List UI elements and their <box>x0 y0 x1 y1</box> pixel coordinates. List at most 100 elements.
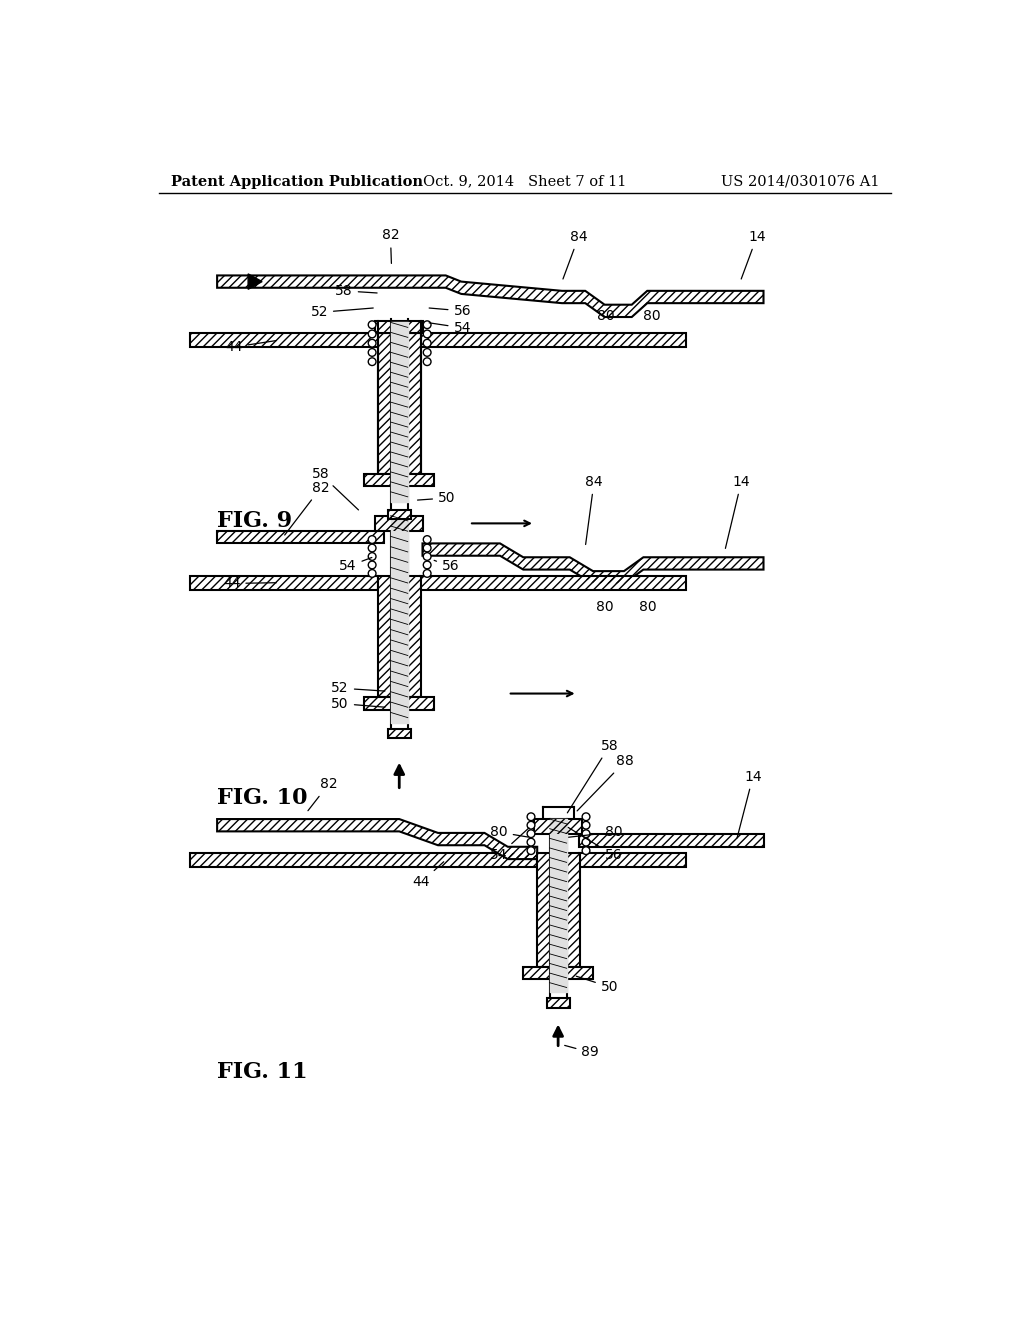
Bar <box>375 321 423 333</box>
Bar <box>375 321 423 333</box>
Bar <box>579 834 764 847</box>
Text: 82: 82 <box>382 228 399 264</box>
Bar <box>579 834 764 847</box>
Bar <box>579 853 686 867</box>
Text: 80: 80 <box>640 599 657 614</box>
Bar <box>365 474 434 487</box>
Circle shape <box>423 330 431 338</box>
Circle shape <box>583 830 590 838</box>
Circle shape <box>423 544 431 552</box>
Circle shape <box>527 821 535 829</box>
Text: Patent Application Publication: Patent Application Publication <box>171 174 423 189</box>
Bar <box>190 853 538 867</box>
Text: 14: 14 <box>725 475 751 548</box>
Text: 54: 54 <box>339 557 372 573</box>
Text: 50: 50 <box>418 491 456 506</box>
Circle shape <box>369 321 376 329</box>
Bar <box>190 576 378 590</box>
Text: 82: 82 <box>285 480 330 535</box>
Bar <box>420 333 686 347</box>
Bar <box>523 966 593 979</box>
Circle shape <box>369 358 376 366</box>
Text: 44: 44 <box>223 577 276 590</box>
Text: FIG. 11: FIG. 11 <box>217 1061 308 1082</box>
Text: 88: 88 <box>578 754 634 810</box>
Text: 56: 56 <box>434 560 460 573</box>
Bar <box>217 531 384 544</box>
Bar <box>378 333 421 474</box>
Polygon shape <box>248 275 262 289</box>
Bar <box>523 966 593 979</box>
Bar <box>190 576 378 590</box>
Polygon shape <box>217 276 764 317</box>
Bar <box>365 697 434 710</box>
Circle shape <box>423 348 431 356</box>
Polygon shape <box>423 544 764 583</box>
Circle shape <box>583 847 590 854</box>
Text: US 2014/0301076 A1: US 2014/0301076 A1 <box>721 174 880 189</box>
Text: 14: 14 <box>741 230 766 279</box>
Text: 56: 56 <box>568 828 623 862</box>
Text: 58: 58 <box>335 284 377 298</box>
Text: 44: 44 <box>225 341 276 354</box>
Text: 80: 80 <box>597 309 615 323</box>
Text: 84: 84 <box>563 230 588 279</box>
Bar <box>365 697 434 710</box>
Circle shape <box>369 561 376 569</box>
Text: 58: 58 <box>567 739 618 813</box>
Bar <box>420 333 686 347</box>
Circle shape <box>423 321 431 329</box>
Circle shape <box>583 838 590 846</box>
Bar <box>420 576 686 590</box>
Text: 50: 50 <box>577 977 618 994</box>
Bar <box>547 998 569 1007</box>
Text: 54: 54 <box>429 321 471 335</box>
Text: FIG. 9: FIG. 9 <box>217 510 292 532</box>
Circle shape <box>369 544 376 552</box>
Bar <box>388 729 411 738</box>
Circle shape <box>369 570 376 577</box>
Circle shape <box>423 561 431 569</box>
Text: 52: 52 <box>310 305 373 319</box>
Text: 58: 58 <box>312 467 358 510</box>
Circle shape <box>369 339 376 347</box>
Bar <box>378 576 421 697</box>
Polygon shape <box>217 818 538 859</box>
Circle shape <box>369 348 376 356</box>
Text: FIG. 10: FIG. 10 <box>217 787 307 809</box>
Bar <box>190 853 538 867</box>
Text: Oct. 9, 2014   Sheet 7 of 11: Oct. 9, 2014 Sheet 7 of 11 <box>423 174 627 189</box>
Circle shape <box>423 536 431 544</box>
Text: 80: 80 <box>596 599 613 614</box>
Bar <box>420 576 686 590</box>
Bar <box>190 333 378 347</box>
Circle shape <box>369 553 376 561</box>
Text: 54: 54 <box>490 828 529 862</box>
Bar <box>217 531 384 544</box>
Text: 89: 89 <box>564 1045 599 1060</box>
Text: 50: 50 <box>332 697 385 710</box>
Circle shape <box>423 339 431 347</box>
Text: 80: 80 <box>643 309 662 323</box>
Bar <box>388 510 411 519</box>
Bar <box>547 998 569 1007</box>
Text: 56: 56 <box>429 304 471 318</box>
Circle shape <box>527 813 535 821</box>
Bar <box>378 333 421 474</box>
Circle shape <box>369 330 376 338</box>
Circle shape <box>527 847 535 854</box>
Circle shape <box>423 570 431 577</box>
Bar <box>538 853 580 966</box>
Bar <box>579 853 686 867</box>
Bar <box>535 818 583 834</box>
Circle shape <box>369 536 376 544</box>
Text: 84: 84 <box>586 475 603 544</box>
Bar <box>190 333 378 347</box>
Circle shape <box>583 813 590 821</box>
Bar <box>378 576 421 697</box>
Text: 44: 44 <box>413 862 443 890</box>
Bar <box>538 853 580 966</box>
Bar <box>388 729 411 738</box>
Circle shape <box>583 821 590 829</box>
Text: 52: 52 <box>332 681 385 696</box>
